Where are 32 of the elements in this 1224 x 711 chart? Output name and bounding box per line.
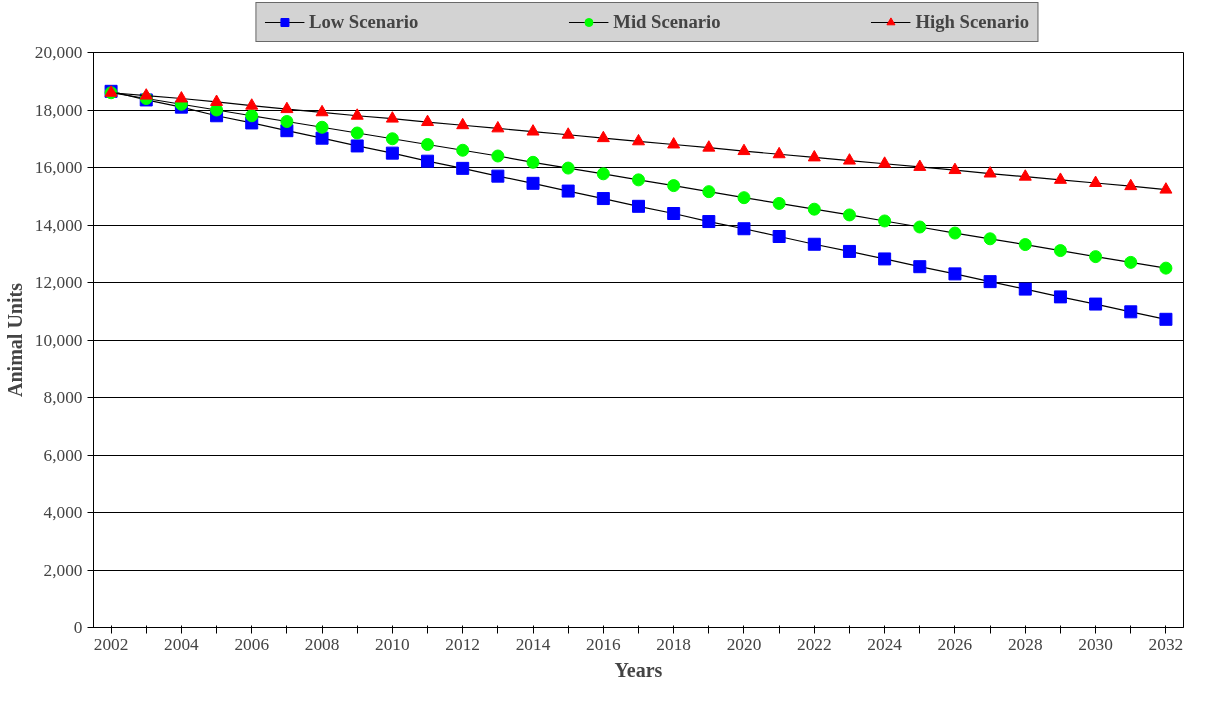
y-tick-label: 0 xyxy=(73,618,83,637)
x-tick-label: 2004 xyxy=(164,634,200,654)
x-tick-label: 2014 xyxy=(515,634,551,654)
x-tick-label: 2018 xyxy=(656,634,691,654)
y-tick-label: 16,000 xyxy=(34,158,83,177)
x-tick-label: 2002 xyxy=(93,634,129,654)
legend-label: High Scenario xyxy=(915,11,1030,33)
y-tick-label: 10,000 xyxy=(34,330,83,350)
x-tick-label: 2006 xyxy=(234,634,270,654)
x-tick-label: 2012 xyxy=(445,634,481,654)
y-tick-label: 12,000 xyxy=(34,273,83,292)
y-tick-label: 8,000 xyxy=(43,388,83,407)
y-tick-label: 20,000 xyxy=(34,43,83,62)
x-tick-label: 2016 xyxy=(586,634,621,654)
y-axis-title: Animal Units xyxy=(3,282,26,397)
x-tick-label: 2024 xyxy=(867,634,903,654)
x-tick-label: 2026 xyxy=(937,634,973,654)
legend-label: Low Scenario xyxy=(308,11,419,33)
legend-label: Mid Scenario xyxy=(613,11,721,33)
x-tick-label: 2010 xyxy=(375,634,410,654)
x-tick-label: 2020 xyxy=(726,634,762,654)
y-tick-label: 2,000 xyxy=(43,560,83,580)
x-tick-label: 2032 xyxy=(1148,634,1184,654)
y-tick-label: 6,000 xyxy=(43,445,83,465)
x-tick-label: 2030 xyxy=(1078,634,1113,654)
x-tick-label: 2028 xyxy=(1007,634,1043,654)
y-tick-label: 18,000 xyxy=(34,100,83,120)
x-tick-label: 2008 xyxy=(304,634,340,654)
y-tick-label: 14,000 xyxy=(34,215,83,235)
x-axis-title: Years xyxy=(614,658,663,681)
x-tick-label: 2022 xyxy=(796,634,832,654)
y-tick-label: 4,000 xyxy=(43,503,83,522)
